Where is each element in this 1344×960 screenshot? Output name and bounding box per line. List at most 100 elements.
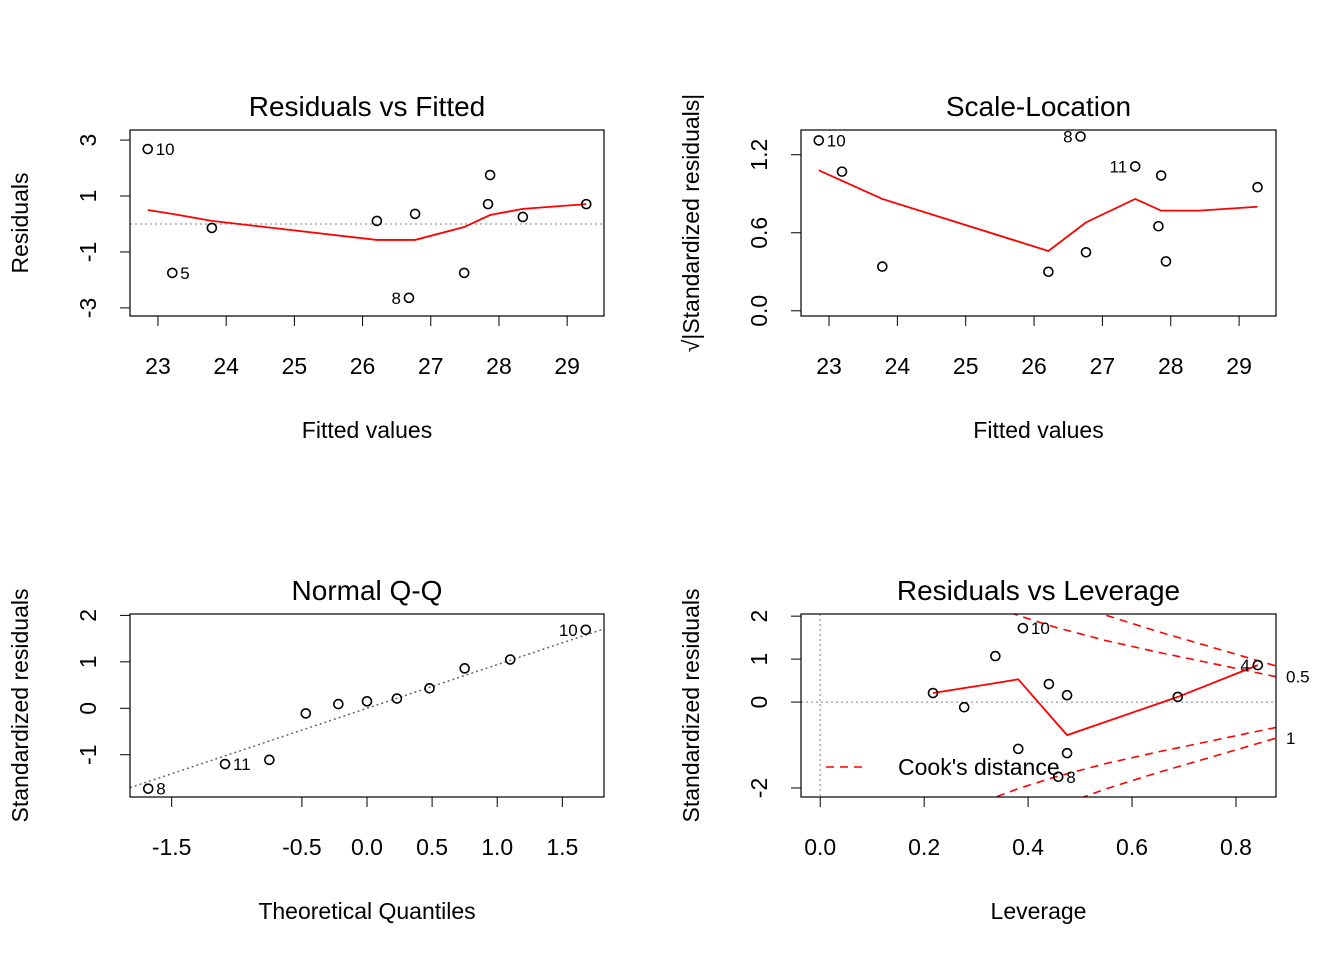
point: [371, 215, 383, 227]
cooks-contour: [1100, 614, 1276, 667]
point: [1043, 678, 1055, 690]
x-tick-label: 0.2: [908, 834, 940, 860]
y-axis-label: Residuals: [7, 173, 33, 274]
plot-box: [129, 613, 605, 798]
point: [1252, 659, 1264, 671]
point: [1172, 691, 1184, 703]
point: [166, 267, 178, 279]
point: [424, 683, 435, 694]
y-tick-label: 1: [75, 655, 101, 668]
x-tick-label: 23: [816, 353, 842, 379]
x-axis-label: Leverage: [991, 898, 1087, 924]
x-tick-label: 0.8: [1220, 834, 1252, 860]
y-tick-label: -2: [746, 778, 772, 798]
point: [1155, 170, 1167, 181]
point-label: 10: [156, 140, 175, 159]
qq-line: [130, 628, 604, 789]
y-tick-label: 0.6: [746, 217, 772, 249]
x-axis-label: Theoretical Quantiles: [258, 898, 475, 924]
point: [877, 261, 888, 272]
y-tick-label: 1: [75, 190, 101, 203]
point-label: 8: [1066, 768, 1075, 787]
panel-title: Residuals vs Leverage: [897, 575, 1180, 606]
panel: Scale-Location Fitted values √|Standardize…: [678, 91, 1277, 443]
plot-box: [800, 129, 1277, 317]
x-axis-label: Fitted values: [973, 417, 1103, 443]
y-tick-label: -1: [75, 242, 101, 262]
point: [1252, 181, 1263, 193]
x-tick-label: 0.0: [351, 834, 383, 860]
point: [517, 211, 529, 223]
cooks-contour: [1011, 614, 1276, 678]
point: [482, 198, 494, 210]
y-tick-label: 0: [746, 696, 772, 709]
point: [927, 687, 939, 699]
plot-box: [800, 613, 1277, 798]
x-tick-label: 23: [145, 353, 171, 379]
point: [409, 208, 421, 220]
point: [206, 222, 218, 234]
x-tick-label: 0.4: [1012, 834, 1044, 860]
cooks-contour: [1081, 737, 1276, 797]
cooks-contour: [996, 726, 1276, 797]
point: [459, 663, 470, 674]
x-tick-label: 0.0: [804, 834, 836, 860]
y-tick-label: 3: [75, 134, 101, 147]
point: [1052, 771, 1064, 783]
x-tick-label: 28: [486, 353, 512, 379]
point: [1061, 689, 1073, 701]
x-tick-label: 24: [885, 353, 911, 379]
point: [1129, 161, 1141, 172]
point: [1075, 131, 1086, 142]
x-tick-label: 27: [1090, 353, 1116, 379]
point: [1153, 220, 1164, 232]
point: [391, 693, 403, 704]
point-label: 10: [559, 621, 578, 640]
y-tick-label: 1: [746, 653, 772, 666]
panel-title: Residuals vs Fitted: [249, 91, 486, 122]
point: [990, 650, 1001, 662]
x-tick-label: 26: [1021, 353, 1047, 379]
y-axis-label: √|Standardized residuals|: [678, 94, 704, 353]
point-label: 8: [1063, 128, 1072, 147]
x-tick-label: 0.5: [416, 834, 448, 860]
x-tick-label: 25: [282, 353, 308, 379]
panel: Normal Q-Q Theoretical Quantiles Standardi…: [7, 575, 605, 924]
point: [403, 292, 415, 304]
x-tick-label: -0.5: [282, 834, 322, 860]
point-label: 11: [1110, 157, 1128, 176]
y-tick-label: -1: [75, 745, 101, 765]
x-tick-label: 25: [953, 353, 979, 379]
point: [836, 166, 848, 177]
point: [1080, 246, 1092, 258]
point-label: 5: [180, 264, 189, 283]
plot-area: [130, 628, 604, 789]
point: [1061, 747, 1073, 759]
plot-area: [130, 203, 604, 241]
point: [219, 758, 231, 770]
point: [813, 135, 825, 146]
point: [458, 267, 470, 279]
point: [361, 696, 373, 707]
point: [958, 701, 970, 713]
panel: Residuals vs Fitted Fitted values Residual…: [7, 91, 605, 443]
y-axis-label: Standardized residuals: [7, 589, 33, 823]
point-label: 4: [1240, 656, 1249, 675]
x-tick-label: 29: [1226, 353, 1252, 379]
point: [300, 708, 312, 719]
y-tick-label: 0: [75, 702, 101, 715]
point-label: 8: [156, 780, 165, 799]
point-label: 8: [391, 289, 400, 308]
point: [580, 624, 592, 636]
panel: Residuals vs Leverage Leverage Standardize…: [678, 575, 1310, 924]
plot-box: [129, 129, 605, 317]
point: [142, 143, 154, 155]
y-tick-label: 0.0: [746, 295, 772, 327]
x-tick-label: 28: [1158, 353, 1184, 379]
point: [1160, 256, 1172, 267]
x-tick-label: 24: [213, 353, 239, 379]
x-tick-label: 26: [350, 353, 376, 379]
y-tick-label: 1.2: [746, 139, 772, 171]
smooth-line: [147, 203, 587, 241]
